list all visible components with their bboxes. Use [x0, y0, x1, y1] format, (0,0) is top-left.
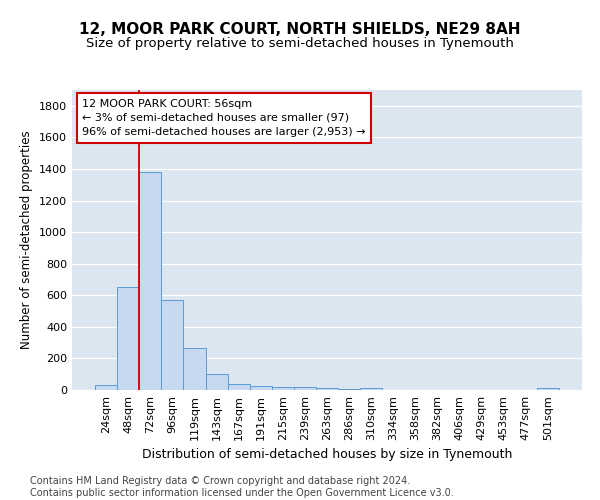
- Text: 12 MOOR PARK COURT: 56sqm
← 3% of semi-detached houses are smaller (97)
96% of s: 12 MOOR PARK COURT: 56sqm ← 3% of semi-d…: [82, 99, 366, 137]
- Bar: [338, 388, 360, 390]
- Y-axis label: Number of semi-detached properties: Number of semi-detached properties: [20, 130, 34, 350]
- Bar: [95, 386, 117, 390]
- Bar: [360, 388, 382, 390]
- Text: Size of property relative to semi-detached houses in Tynemouth: Size of property relative to semi-detach…: [86, 38, 514, 51]
- Text: 12, MOOR PARK COURT, NORTH SHIELDS, NE29 8AH: 12, MOOR PARK COURT, NORTH SHIELDS, NE29…: [79, 22, 521, 38]
- Bar: [316, 388, 338, 390]
- Bar: [184, 348, 206, 390]
- Bar: [161, 300, 184, 390]
- Bar: [250, 386, 272, 390]
- Bar: [272, 387, 294, 390]
- Bar: [227, 384, 250, 390]
- Bar: [206, 374, 227, 390]
- Text: Contains HM Land Registry data © Crown copyright and database right 2024.
Contai: Contains HM Land Registry data © Crown c…: [30, 476, 454, 498]
- Bar: [294, 387, 316, 390]
- Bar: [117, 288, 139, 390]
- Bar: [537, 388, 559, 390]
- Bar: [139, 172, 161, 390]
- X-axis label: Distribution of semi-detached houses by size in Tynemouth: Distribution of semi-detached houses by …: [142, 448, 512, 462]
